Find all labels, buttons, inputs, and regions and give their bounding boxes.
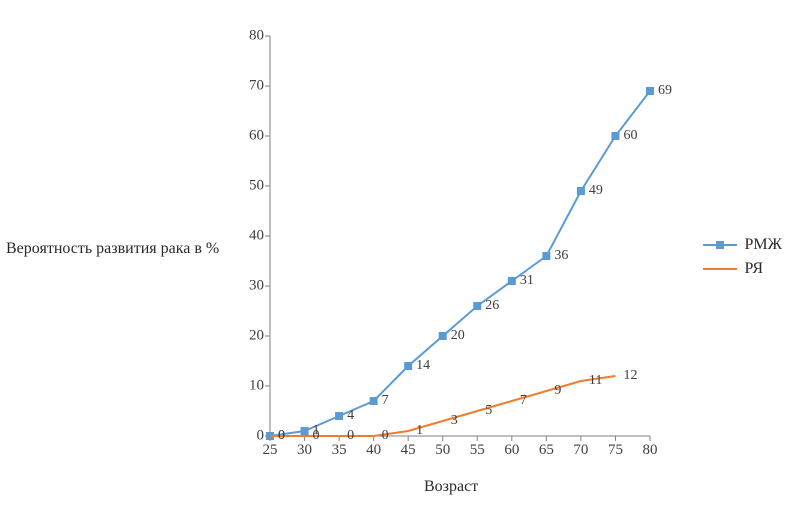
chart-figure: Вероятность развития рака в % Возраст РМ… [0,0,800,515]
y-tick-label: 10 [230,378,264,395]
marker-rmj [611,132,619,140]
series-line-rya [270,376,615,436]
y-tick-label: 60 [230,128,264,145]
x-tick-label: 75 [608,442,623,459]
marker-rmj [646,87,654,95]
marker-rmj [508,277,516,285]
x-tick-label: 25 [263,442,278,459]
marker-rmj [335,412,343,420]
x-tick-label: 60 [504,442,519,459]
marker-rmj [542,252,550,260]
y-axis-title: Вероятность развития рака в % [6,240,219,258]
plot-area: 0102030405060708025303540455055606570758… [270,36,650,436]
legend-swatch-rya [703,262,737,276]
legend: РМЖ РЯ [703,230,782,284]
marker-rmj [473,302,481,310]
x-axis-title: Возраст [424,478,478,496]
marker-rmj [404,362,412,370]
legend-item-rmj: РМЖ [703,236,782,254]
y-tick-label: 40 [230,228,264,245]
legend-item-rya: РЯ [703,260,782,278]
x-tick-label: 30 [297,442,312,459]
x-tick-label: 80 [643,442,658,459]
y-tick-label: 20 [230,328,264,345]
x-tick-label: 55 [470,442,485,459]
marker-rmj [439,332,447,340]
x-tick-label: 70 [573,442,588,459]
legend-label-rya: РЯ [745,260,764,278]
y-tick-label: 0 [230,428,264,445]
x-tick-label: 65 [539,442,554,459]
y-tick-label: 70 [230,78,264,95]
x-tick-label: 40 [366,442,381,459]
y-tick-label: 30 [230,278,264,295]
data-label-rmj: 69 [658,83,672,99]
legend-swatch-rmj [703,238,737,252]
x-tick-label: 35 [332,442,347,459]
x-tick-label: 45 [401,442,416,459]
marker-rmj [370,397,378,405]
y-tick-label: 80 [230,28,264,45]
y-tick-label: 50 [230,178,264,195]
legend-label-rmj: РМЖ [745,236,782,254]
series-line-rmj [270,91,650,436]
marker-rmj [301,427,309,435]
x-tick-label: 50 [435,442,450,459]
marker-rmj [577,187,585,195]
